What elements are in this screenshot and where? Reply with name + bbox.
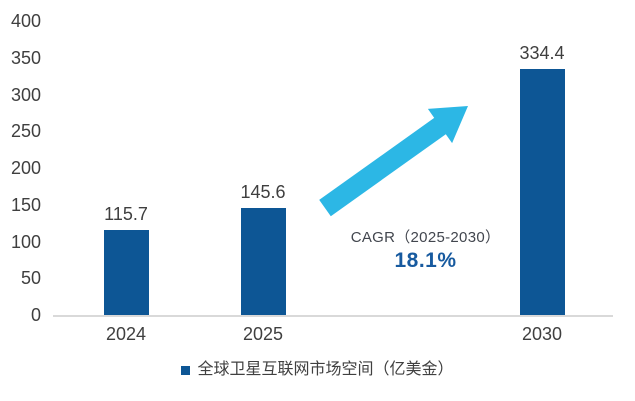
x-axis-label: 2024 [105,324,147,344]
legend-label: 全球卫星互联网市场空间（亿美金） [197,361,454,378]
bar-value-label: 334.4 [519,43,565,64]
x-axis-line [53,315,613,317]
bar-value-label: 115.7 [104,203,148,224]
bar [103,229,149,315]
y-axis-tick-label: 250 [10,121,41,142]
cagr-value: 18.1% [394,249,457,272]
y-axis-tick-label: 150 [10,194,41,215]
y-axis-tick-label: 0 [30,305,41,325]
y-axis-tick-label: 50 [20,268,41,289]
y-axis-tick-label: 200 [10,158,41,178]
cagr-annotation: CAGR（2025-2030） 18.1% [328,229,523,273]
legend-marker-icon [181,365,191,375]
legend: 全球卫星互联网市场空间（亿美金） [0,360,635,380]
y-axis-tick-label: 300 [10,84,41,105]
x-axis-label: 2025 [242,324,284,344]
cagr-label: CAGR（2025-2030） [350,229,501,246]
y-axis-tick-label: 350 [10,47,41,68]
bar [519,69,565,315]
bar-value-label: 145.6 [240,181,286,202]
y-axis-tick-label: 100 [10,231,41,252]
y-axis-tick-label: 400 [10,11,41,31]
x-axis-label: 2030 [521,324,563,344]
bar [240,207,286,315]
